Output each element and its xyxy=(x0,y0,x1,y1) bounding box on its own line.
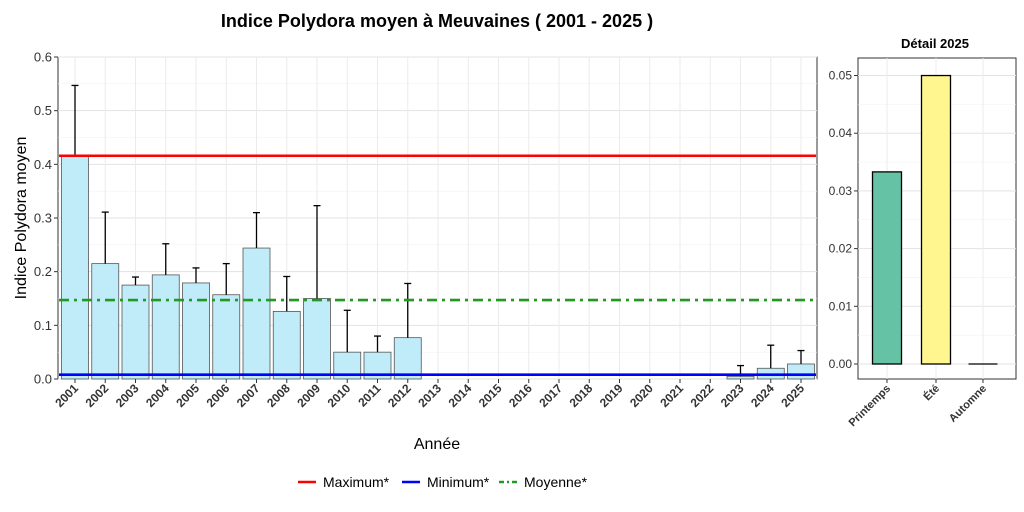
x-axis-label: Année xyxy=(414,436,460,453)
bar-2002 xyxy=(91,263,120,380)
legend-label-maximum: Maximum* xyxy=(323,474,390,490)
x-tick-label: 2016 xyxy=(506,381,535,410)
x-tick-label: 2002 xyxy=(83,381,112,410)
bar-2012 xyxy=(393,337,422,380)
y-tick-label: 0.5 xyxy=(34,103,52,118)
bar-2009 xyxy=(303,298,331,380)
detail-y-tick-label: 0.03 xyxy=(829,184,853,198)
x-tick-label: 2020 xyxy=(627,381,656,410)
bar-2023 xyxy=(726,375,755,380)
y-tick-label: 0.6 xyxy=(34,50,52,65)
detail-y-tick-label: 0.01 xyxy=(829,299,853,313)
detail-y-tick-label: 0.02 xyxy=(829,242,853,256)
detail-bars xyxy=(871,74,998,365)
x-tick-label: 2005 xyxy=(173,381,202,410)
x-tick-label: 2014 xyxy=(446,381,475,410)
detail-y-tick-label: 0.05 xyxy=(829,69,853,83)
y-tick-label: 0.1 xyxy=(34,318,52,333)
x-tick-label: 2008 xyxy=(264,381,293,410)
bar-2008 xyxy=(272,310,301,380)
x-tick-label: 2024 xyxy=(748,381,777,410)
y-tick-label: 0.0 xyxy=(34,372,52,387)
detail-x-tick-label: Printemps xyxy=(847,383,894,430)
x-tick-label: 2025 xyxy=(778,381,807,410)
main-grid xyxy=(58,56,817,380)
x-tick-label: 2003 xyxy=(113,381,142,410)
bar-2006 xyxy=(212,294,241,380)
detail-x-tick-label: Automne xyxy=(947,383,989,425)
detail-title: Détail 2025 xyxy=(901,36,969,51)
y-tick-label: 0.2 xyxy=(34,264,52,279)
x-tick-label: 2011 xyxy=(355,381,384,410)
x-tick-label: 2009 xyxy=(294,381,323,410)
detail-y-tick-label: 0.00 xyxy=(829,357,853,371)
legend-label-moyenne: Moyenne* xyxy=(524,474,588,490)
x-tick-label: 2012 xyxy=(385,381,414,410)
x-tick-label: 2010 xyxy=(325,381,354,410)
detail-y-tick-label: 0.04 xyxy=(829,126,853,140)
legend: Maximum* Minimum* Moyenne* xyxy=(298,474,588,490)
x-tick-label: 2019 xyxy=(597,381,626,410)
detail-x-ticks: Printemps Été Automne xyxy=(847,379,989,430)
x-tick-label: 2021 xyxy=(657,381,686,410)
detail-panel: Détail 2025 0.00 0.01 0.02 0.03 0.04 0.05 Pri… xyxy=(829,36,1017,430)
bar-2025 xyxy=(787,363,815,380)
y-axis-label: Indice Polydora moyen xyxy=(13,137,30,300)
x-tick-label: 2023 xyxy=(718,381,747,410)
bar-2007 xyxy=(242,247,271,380)
x-tick-label: 2006 xyxy=(204,381,233,410)
main-reference-lines xyxy=(59,154,816,377)
main-y-ticks: 0.0 0.1 0.2 0.3 0.4 0.5 0.6 xyxy=(34,50,58,387)
detail-bar-été xyxy=(920,74,952,365)
main-error-bars xyxy=(71,84,805,377)
bar-2001 xyxy=(61,155,89,380)
bar-2004 xyxy=(151,274,180,380)
x-tick-label: 2007 xyxy=(234,381,263,410)
x-tick-label: 2001 xyxy=(52,381,81,410)
x-tick-label: 2022 xyxy=(688,381,717,410)
detail-bar-printemps xyxy=(871,171,903,365)
x-tick-label: 2004 xyxy=(143,381,172,410)
main-x-ticks: 2001 2002 2003 2004 2005 2006 2007 2008 2009 2010… xyxy=(52,379,807,410)
x-tick-label: 2015 xyxy=(476,381,505,410)
main-panel: 0.00.10.20.30.40.50.6 2001 2002 2003 2004 20… xyxy=(13,50,818,453)
chart-title: Indice Polydora moyen à Meuvaines ( 2001… xyxy=(221,11,653,31)
y-tick-label: 0.3 xyxy=(34,211,52,226)
detail-y-ticks: 0.00 0.01 0.02 0.03 0.04 0.05 xyxy=(829,69,858,371)
detail-x-tick-label: Été xyxy=(921,382,942,403)
x-tick-label: 2013 xyxy=(415,381,444,410)
bar-2005 xyxy=(182,282,210,380)
legend-label-minimum: Minimum* xyxy=(427,474,490,490)
y-tick-label: 0.4 xyxy=(34,157,52,172)
main-bars xyxy=(61,155,815,380)
x-tick-label: 2018 xyxy=(567,381,596,410)
x-tick-label: 2017 xyxy=(536,381,565,410)
